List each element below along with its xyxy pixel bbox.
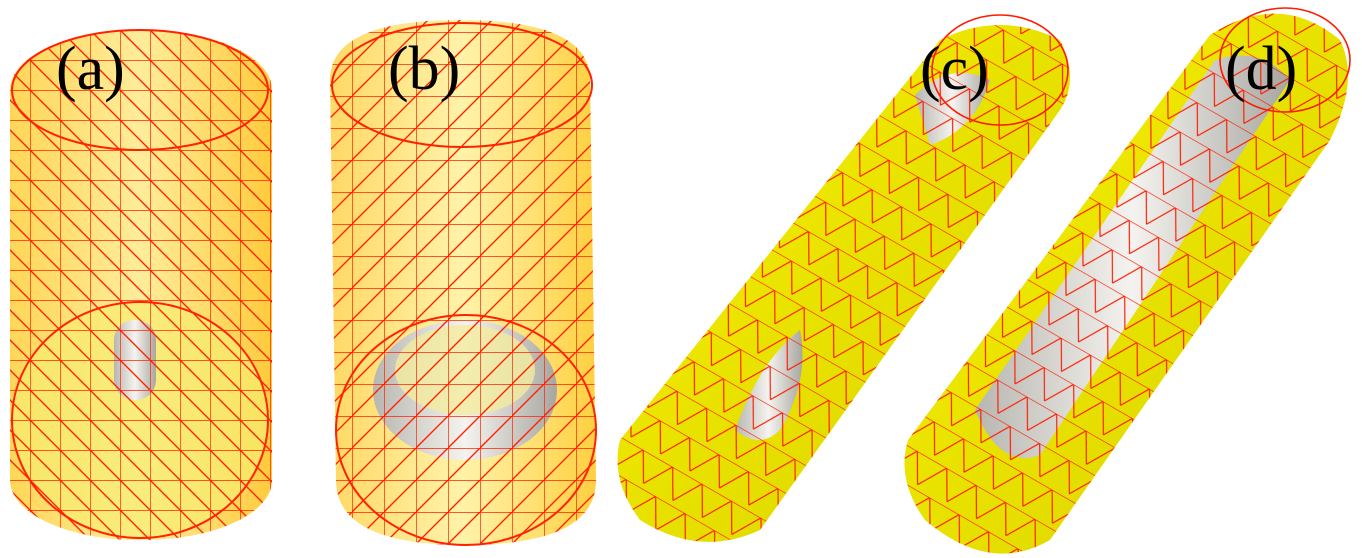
top-rim-b [331, 22, 593, 148]
panel-label-d: (d) [1225, 35, 1298, 103]
top-rim-c [931, 14, 1069, 126]
mesh-a [10, 30, 272, 540]
panel-label-a: (a) [56, 35, 125, 103]
panel-a [10, 29, 272, 540]
panel-label-b: (b) [388, 35, 461, 103]
bottom-rim-a [11, 301, 269, 539]
panel-b [330, 20, 597, 546]
top-rim-d [1219, 7, 1351, 113]
bottom-rim-b [335, 314, 597, 546]
top-rim-a [11, 29, 269, 151]
panel-label-c: (c) [920, 35, 989, 103]
mesh-b [330, 20, 596, 545]
